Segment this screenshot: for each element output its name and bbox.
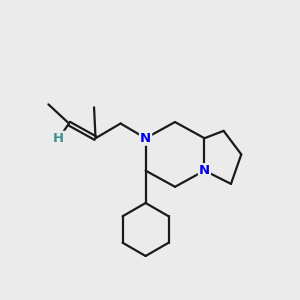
Text: H: H [53,132,64,145]
Text: N: N [199,164,210,177]
Text: N: N [140,132,151,145]
